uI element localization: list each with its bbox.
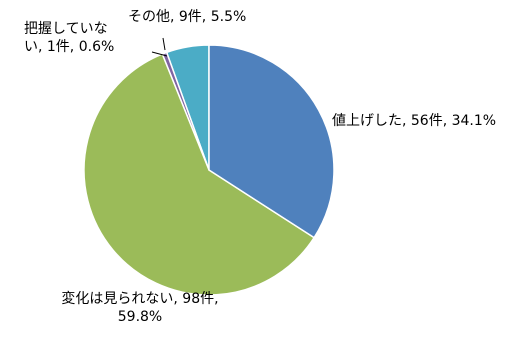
leader-line	[162, 37, 166, 51]
pie-slice	[208, 44, 335, 239]
data-label: その他, 9件, 5.5%	[128, 9, 247, 25]
data-label: 値上げした, 56件, 34.1%	[332, 113, 497, 129]
data-label: 把握していない, 1件, 0.6%	[24, 21, 115, 55]
pie-slice	[83, 53, 316, 296]
leader-line	[151, 51, 168, 57]
data-label: 変化は見られない, 98件, 59.8%	[61, 291, 219, 325]
